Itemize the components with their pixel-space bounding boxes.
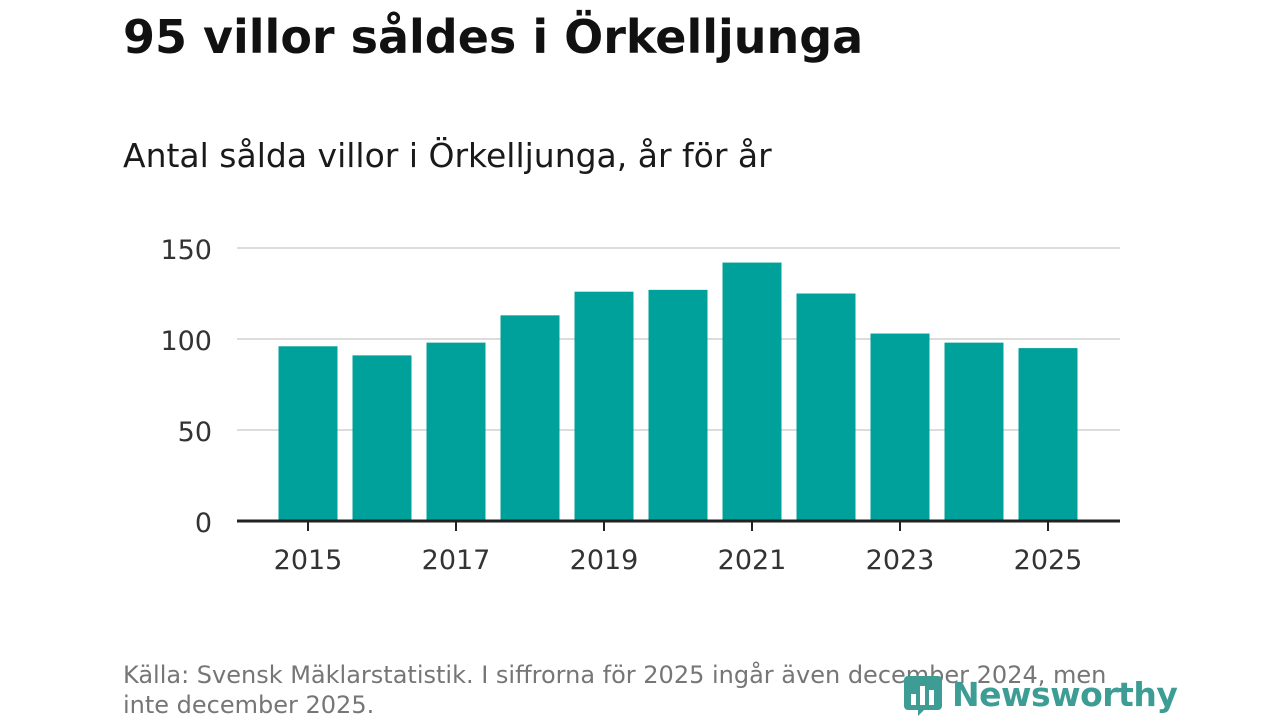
bar-2022: [796, 293, 856, 521]
bar-2015: [278, 346, 338, 521]
newsworthy-logo: Newsworthy: [902, 672, 1178, 716]
x-tick-label: 2015: [274, 545, 343, 576]
bar-2016: [352, 355, 412, 521]
y-tick-label: 150: [160, 235, 212, 266]
chart-subtitle: Antal sålda villor i Örkelljunga, år för…: [123, 136, 772, 175]
bar-chart-icon: [904, 676, 942, 716]
y-tick-label: 0: [195, 508, 212, 539]
x-tick-label: 2023: [866, 545, 935, 576]
bar-2020: [648, 289, 708, 521]
x-tick-label: 2021: [718, 545, 787, 576]
bar-chart: 0 50 100 150 2015 2017 2019 2021 2023 2025: [160, 235, 1120, 576]
bar-2023: [870, 333, 930, 521]
bar-2017: [426, 342, 486, 521]
bars: [278, 262, 1078, 521]
source-note: Källa: Svensk Mäklarstatistik. I siffror…: [123, 661, 1107, 719]
bar-2025: [1018, 348, 1078, 521]
x-tick-label: 2019: [570, 545, 639, 576]
y-tick-label: 50: [178, 417, 212, 448]
x-tick-label: 2025: [1014, 545, 1083, 576]
logo-text: Newsworthy: [952, 674, 1178, 714]
bar-2019: [574, 291, 634, 521]
bar-2018: [500, 315, 560, 521]
chart-title: 95 villor såldes i Örkelljunga: [123, 10, 864, 64]
bar-2024: [944, 342, 1004, 521]
bar-2021: [722, 262, 782, 521]
x-tick-label: 2017: [422, 545, 491, 576]
axes: 0 50 100 150 2015 2017 2019 2021 2023 2025: [160, 235, 1120, 576]
y-tick-label: 100: [160, 326, 212, 357]
